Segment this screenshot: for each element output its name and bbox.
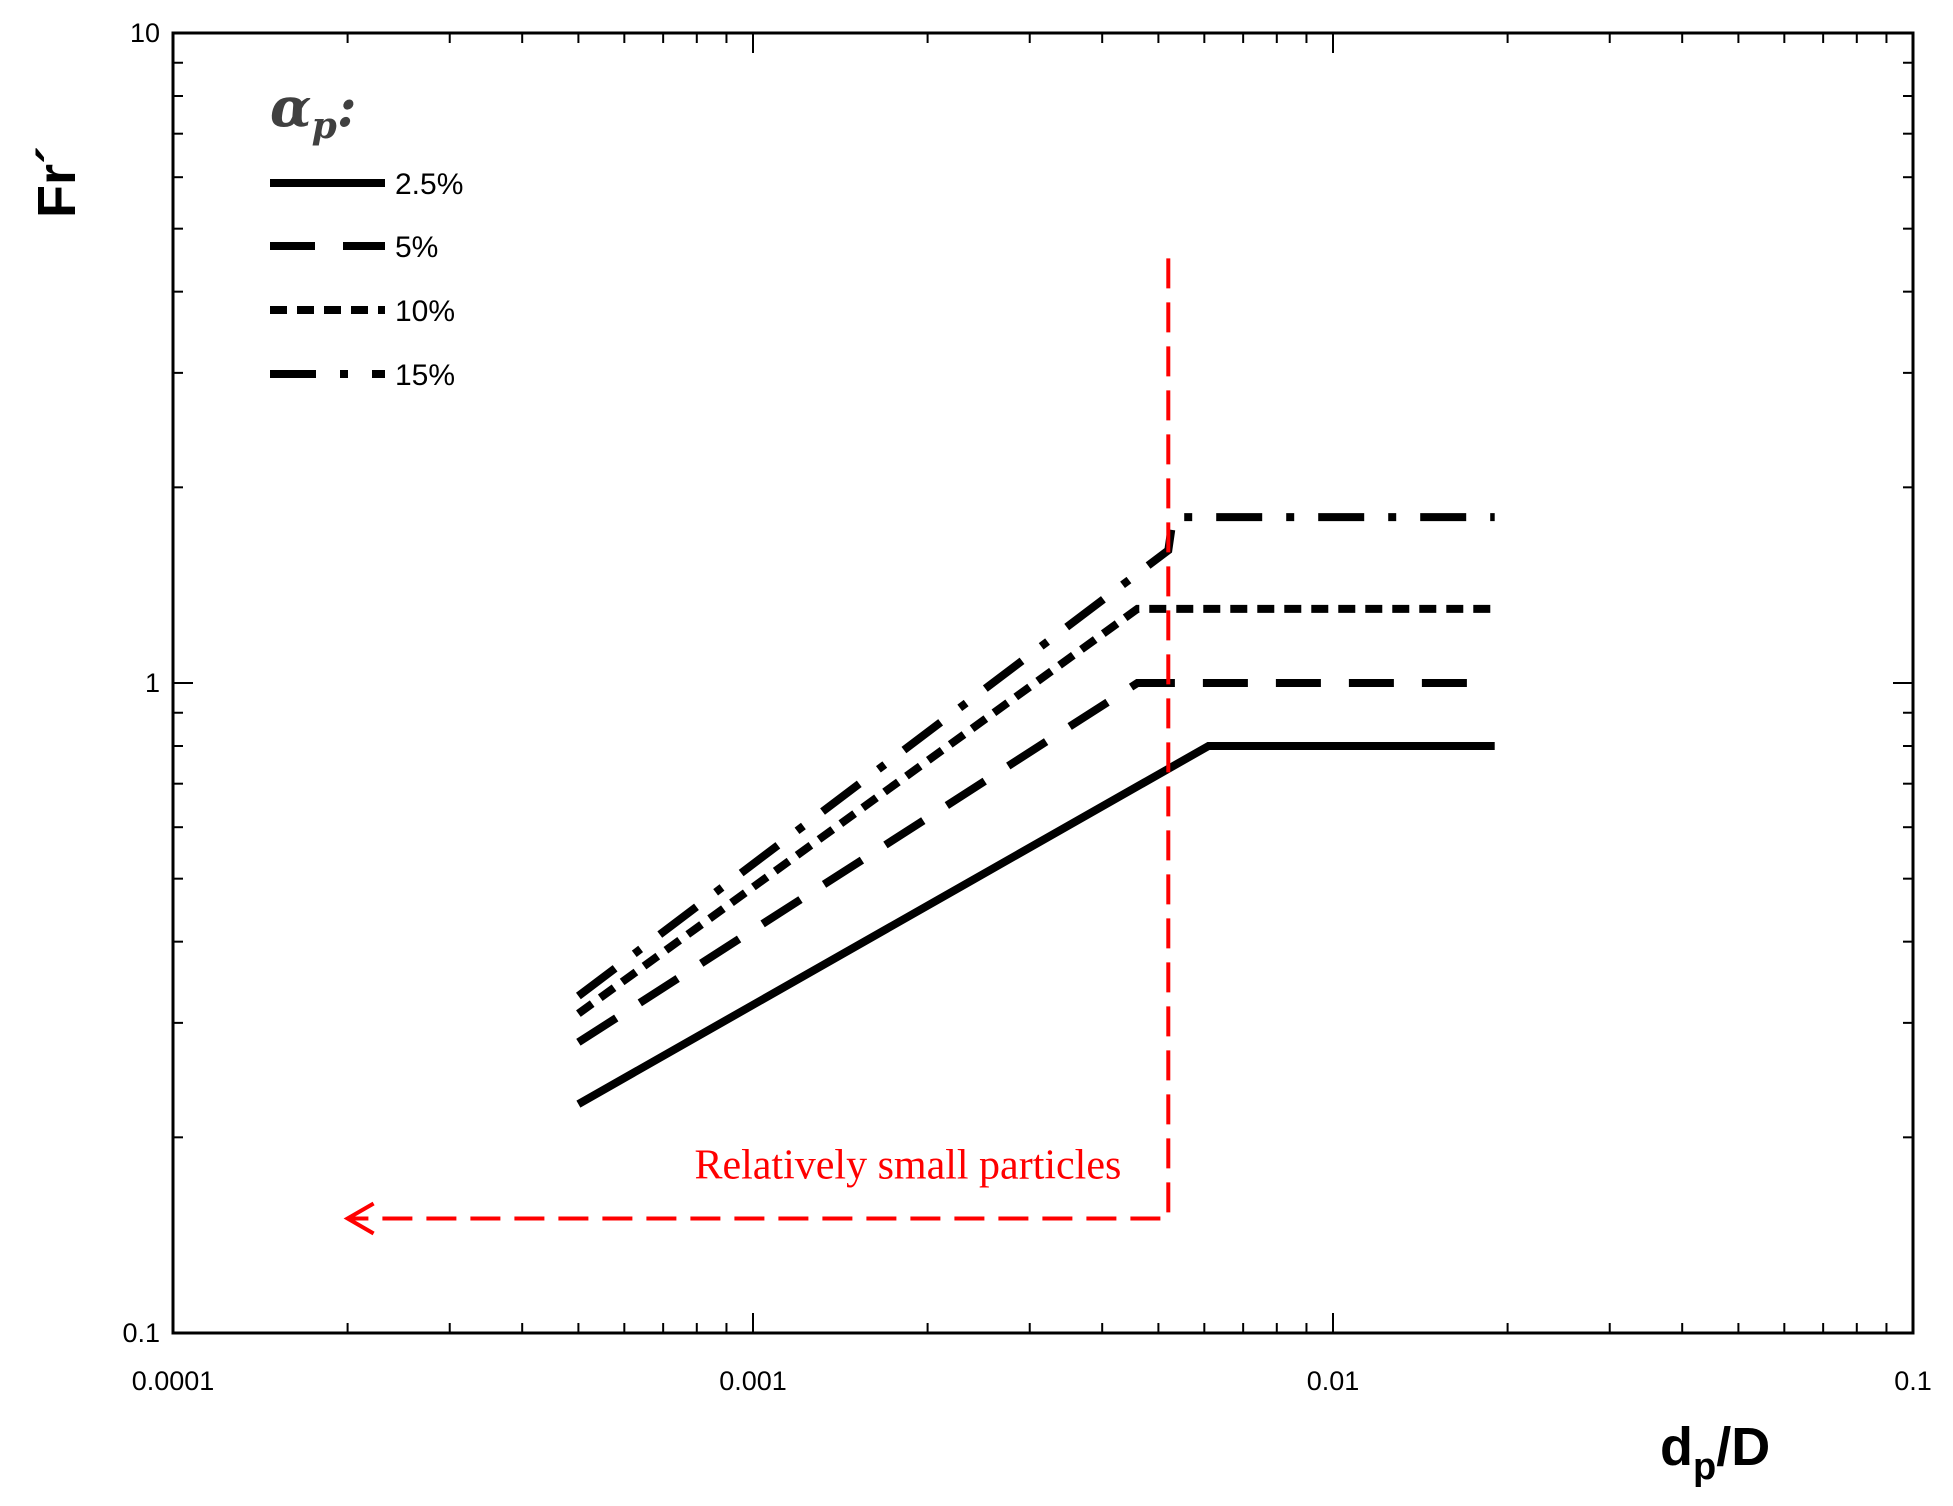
major-ticks <box>172 32 1914 1334</box>
small-particle-boundary-line <box>347 258 1171 1221</box>
y-tick-label: 1 <box>145 668 160 698</box>
legend-label: 15% <box>395 359 455 392</box>
x-tick-label: 0.1 <box>1894 1366 1932 1396</box>
annotation-text: Relatively small particles <box>694 1143 1121 1189</box>
y-tick-labels: 0.1 1 10 <box>122 18 160 1348</box>
x-tick-label: 0.001 <box>719 1366 787 1396</box>
legend-label: 5% <box>395 231 438 264</box>
y-axis-title: Fr´ <box>27 146 87 218</box>
legend-items: 2.5% 5% 10% 15% <box>270 168 463 392</box>
series-line-5pct <box>576 679 1495 1046</box>
series-line-2-5pct <box>576 742 1495 1108</box>
legend: αp: 2.5% 5% 10% 15% <box>270 75 463 392</box>
plot-area <box>171 31 1915 1335</box>
x-axis-title: dp/D <box>1660 1417 1770 1488</box>
series-line-15pct <box>575 513 1495 1000</box>
x-tick-label: 0.0001 <box>132 1366 215 1396</box>
legend-title: αp: <box>270 75 357 147</box>
y-tick-label: 0.1 <box>122 1318 160 1348</box>
x-tick-labels: 0.0001 0.001 0.01 0.1 <box>132 1366 1932 1396</box>
minor-ticks <box>173 33 1913 1333</box>
annotation-layer: Relatively small particles <box>343 258 1171 1236</box>
legend-label: 10% <box>395 295 455 328</box>
legend-label: 2.5% <box>395 168 463 201</box>
series-line-10pct <box>576 604 1495 1017</box>
x-tick-label: 0.01 <box>1307 1366 1360 1396</box>
series-layer <box>575 513 1495 1108</box>
y-tick-label: 10 <box>130 18 160 48</box>
small-particle-arrowhead <box>343 1201 375 1236</box>
